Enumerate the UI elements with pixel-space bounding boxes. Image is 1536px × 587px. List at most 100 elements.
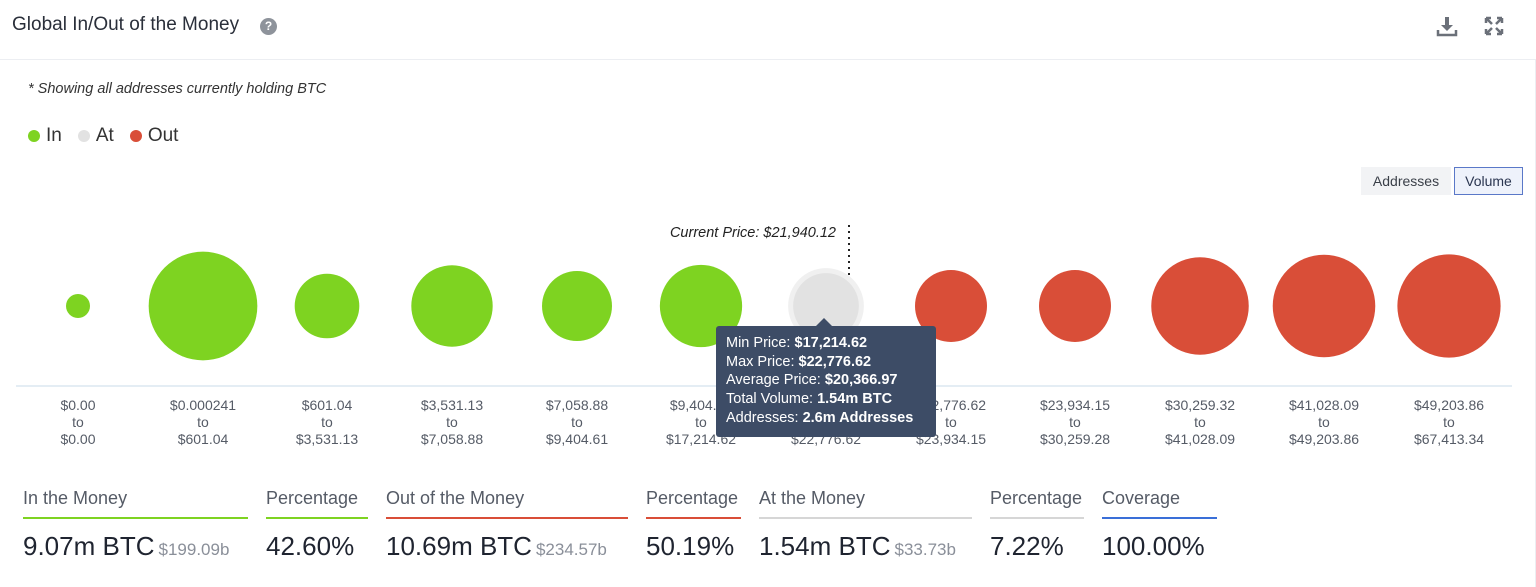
stat-out-of-the-money: Out of the Money 10.69m BTC $234.57b: [386, 488, 628, 562]
bubble-out[interactable]: [1272, 254, 1376, 358]
tick-label-from: $0.000241: [170, 397, 236, 413]
stat-value: 50.19%: [646, 531, 735, 561]
tooltip-max-label: Max Price:: [726, 353, 795, 370]
tooltip-addr-value: 2.6m Addresses: [802, 409, 914, 426]
tick-label-to-word: to: [197, 414, 209, 430]
stat-underline: [646, 517, 741, 519]
bubble-at[interactable]: [793, 273, 859, 339]
stat-at-the-money: At the Money 1.54m BTC $33.73b: [759, 488, 972, 562]
tooltip-avg-label: Average Price:: [726, 372, 821, 389]
download-icon[interactable]: [1436, 15, 1458, 37]
tick-label-from: $601.04: [302, 397, 353, 413]
stat-usd: $33.73b: [894, 540, 956, 559]
stat-label: At the Money: [759, 488, 866, 508]
tooltip-vol-row: Total Volume: 1.54m BTC: [726, 390, 926, 409]
stat-value: 10.69m BTC $234.57b: [386, 531, 628, 562]
bubble-out[interactable]: [1397, 254, 1501, 358]
bubble-in[interactable]: [294, 273, 360, 339]
tick-label-to: $0.00: [60, 431, 95, 447]
bubble-in[interactable]: [66, 294, 90, 318]
stat-label: Out of the Money: [386, 488, 525, 508]
stat-in-percentage: Percentage 42.60%: [266, 488, 368, 562]
tick-label-to-word: to: [945, 414, 957, 430]
volume-toggle-button[interactable]: Volume: [1454, 167, 1523, 195]
tick-label-to-word: to: [1318, 414, 1330, 430]
tooltip-max-row: Max Price: $22,776.62: [726, 353, 926, 372]
stat-label: Percentage: [990, 488, 1083, 508]
tick-label-to: $7,058.88: [421, 431, 483, 447]
holding-note: * Showing all addresses currently holdin…: [28, 81, 327, 97]
tick-label-to-word: to: [571, 414, 583, 430]
legend-item-out[interactable]: Out: [129, 125, 179, 147]
tick-label-to: $41,028.09: [1165, 431, 1235, 447]
tick-label-from: $49,203.86: [1414, 397, 1484, 413]
legend-label-at: At: [95, 125, 114, 146]
tick-label-to-word: to: [446, 414, 458, 430]
tick-label-to-word: to: [695, 414, 707, 430]
stat-value: 100.00%: [1102, 531, 1205, 561]
expand-icon[interactable]: [1484, 16, 1504, 36]
bubble-in[interactable]: [411, 265, 493, 347]
stat-value: 7.22%: [990, 531, 1064, 561]
tooltip-addr-row: Addresses: 2.6m Addresses: [726, 409, 926, 428]
stat-label: In the Money: [23, 488, 128, 508]
stat-value: 42.60%: [266, 531, 355, 561]
legend-item-at[interactable]: At: [77, 125, 114, 147]
legend-item-in[interactable]: In: [28, 125, 62, 147]
stat-usd: $234.57b: [535, 540, 607, 559]
stat-label: Coverage: [1102, 488, 1181, 508]
stat-underline: [990, 517, 1084, 519]
bubble-in[interactable]: [148, 251, 258, 361]
bubble-out[interactable]: [1151, 257, 1249, 355]
legend-label-out: Out: [147, 125, 179, 146]
bubble-out[interactable]: [915, 270, 987, 342]
stat-usd: $199.09b: [158, 540, 230, 559]
tooltip-min-value: $17,214.62: [794, 335, 868, 351]
tooltip-max-value: $22,776.62: [798, 353, 872, 370]
tick-label-from: $0.00: [60, 397, 95, 413]
tooltip-min-label: Min Price:: [726, 335, 791, 351]
tick-label-from: $7,058.88: [546, 397, 608, 413]
stat-value: 1.54m BTC $33.73b: [759, 531, 972, 562]
tick-label-to: $30,259.28: [1040, 431, 1110, 447]
tooltip-addr-label: Addresses:: [726, 409, 799, 426]
help-icon[interactable]: ?: [260, 18, 277, 35]
addresses-toggle-button[interactable]: Addresses: [1361, 167, 1451, 195]
tick-label-to: $49,203.86: [1289, 431, 1359, 447]
stat-underline: [1102, 517, 1217, 519]
stat-label: Percentage: [646, 488, 739, 508]
tick-label-from: $30,259.32: [1165, 397, 1235, 413]
tick-label-to-word: to: [1194, 414, 1206, 430]
stat-underline: [759, 517, 972, 519]
tick-label-to-word: to: [1069, 414, 1081, 430]
stat-out-percentage: Percentage 50.19%: [646, 488, 741, 562]
chart-tooltip: Min Price: $17,214.62 Max Price: $22,776…: [716, 318, 936, 437]
stat-coverage: Coverage 100.00%: [1102, 488, 1217, 562]
stat-underline: [386, 517, 628, 519]
stat-value-text: 1.54m BTC: [759, 531, 891, 561]
stat-underline: [266, 517, 368, 519]
stat-value-text: 10.69m BTC: [386, 531, 532, 561]
stat-in-the-money: In the Money 9.07m BTC $199.09b: [23, 488, 248, 562]
legend-dot-at: [77, 130, 90, 142]
tick-label-from: $41,028.09: [1289, 397, 1359, 413]
stat-underline: [23, 517, 248, 519]
legend-dot-in: [28, 130, 40, 142]
tooltip-avg-row: Average Price: $20,366.97: [726, 371, 926, 390]
stat-value: 9.07m BTC $199.09b: [23, 531, 248, 562]
tooltip-min-row: Min Price: $17,214.62: [726, 334, 926, 353]
legend-dot-out: [129, 130, 142, 142]
bubble-out[interactable]: [1039, 270, 1111, 342]
tooltip-avg-value: $20,366.97: [824, 372, 898, 389]
legend-label-in: In: [46, 125, 62, 146]
tick-label-to-word: to: [72, 414, 84, 430]
tick-label-from: $3,531.13: [421, 397, 483, 413]
money-chart: Current Price: $21,940.12 $0.00to$0.00$0…: [16, 225, 1512, 447]
tick-label-to: $3,531.13: [296, 431, 358, 447]
bubble-in[interactable]: [542, 271, 612, 341]
tick-label-to-word: to: [321, 414, 333, 430]
stat-at-percentage: Percentage 7.22%: [990, 488, 1084, 562]
current-price-label: Current Price: $21,940.12: [670, 225, 836, 241]
page-title: Global In/Out of the Money: [12, 14, 240, 35]
tooltip-vol-value: 1.54m BTC: [817, 391, 893, 408]
